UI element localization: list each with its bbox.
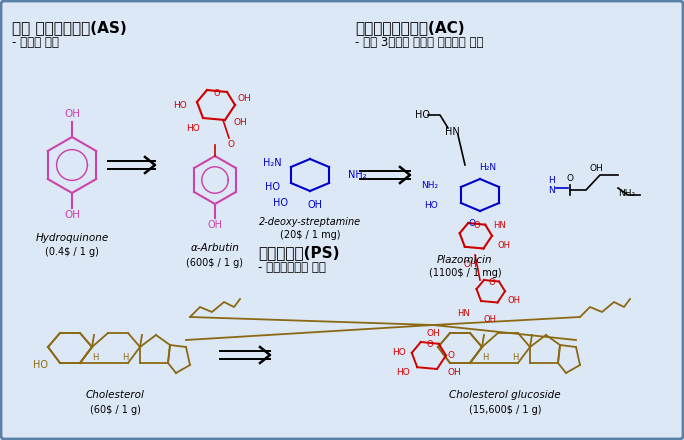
Text: H: H <box>92 352 98 362</box>
Text: H: H <box>482 352 488 362</box>
Text: - 건강기능식품 소재: - 건강기능식품 소재 <box>258 261 326 274</box>
Text: HN: HN <box>445 127 460 137</box>
Text: HN: HN <box>493 220 505 230</box>
Text: O: O <box>448 351 455 359</box>
Text: (1100$ / 1 mg): (1100$ / 1 mg) <box>429 268 501 278</box>
Text: NH₂: NH₂ <box>348 170 367 180</box>
Text: OH: OH <box>64 109 80 119</box>
Text: 2-deoxy-streptamine: 2-deoxy-streptamine <box>259 217 361 227</box>
Text: OH: OH <box>308 200 322 210</box>
Text: OH: OH <box>64 210 80 220</box>
Text: H: H <box>122 352 128 362</box>
Text: α-Arbutin: α-Arbutin <box>191 243 239 253</box>
Text: (0.4$ / 1 g): (0.4$ / 1 g) <box>45 247 99 257</box>
Text: OH: OH <box>426 329 440 338</box>
Text: HO: HO <box>186 124 200 132</box>
Text: OH: OH <box>448 367 462 377</box>
Text: HO: HO <box>173 100 187 110</box>
Text: HO: HO <box>272 198 287 208</box>
Text: Hydroquinone: Hydroquinone <box>36 233 109 243</box>
Text: - 화장품 소재: - 화장품 소재 <box>12 36 59 49</box>
Text: O: O <box>427 340 433 349</box>
Text: O: O <box>488 278 495 287</box>
Text: HO: HO <box>396 367 410 377</box>
Text: Cholesterol glucoside: Cholesterol glucoside <box>449 390 561 400</box>
Text: OH: OH <box>484 315 497 324</box>
Text: OH: OH <box>590 164 604 172</box>
Text: H: H <box>548 176 555 184</box>
Text: 아미노사이클리톨(AC): 아미노사이클리톨(AC) <box>355 20 464 35</box>
Text: HO: HO <box>424 201 438 209</box>
Text: O: O <box>566 173 573 183</box>
Text: O: O <box>213 88 220 98</box>
Text: (20$ / 1 mg): (20$ / 1 mg) <box>280 230 340 240</box>
Text: HO: HO <box>392 348 406 356</box>
Text: H₂N: H₂N <box>263 158 281 168</box>
Text: HO: HO <box>265 182 280 192</box>
Text: O: O <box>228 140 235 149</box>
Text: OH: OH <box>497 241 510 249</box>
Text: Cholesterol: Cholesterol <box>86 390 144 400</box>
Text: OH: OH <box>207 220 222 230</box>
Text: 단순 페놀릭화합물(AS): 단순 페놀릭화합물(AS) <box>12 20 127 35</box>
Text: (600$ / 1 g): (600$ / 1 g) <box>187 258 244 268</box>
Text: (60$ / 1 g): (60$ / 1 g) <box>90 405 140 415</box>
Text: - 임상 3상진입 항세균 신약후보 소재: - 임상 3상진입 항세균 신약후보 소재 <box>355 36 484 49</box>
Text: (15,600$ / 1 g): (15,600$ / 1 g) <box>469 405 541 415</box>
Text: NH₂: NH₂ <box>618 188 635 198</box>
Text: O: O <box>473 221 480 230</box>
Text: OH: OH <box>463 260 477 269</box>
Text: H: H <box>512 352 518 362</box>
Text: H₂N: H₂N <box>479 162 497 172</box>
Text: NH₂: NH₂ <box>421 180 438 190</box>
Text: O: O <box>469 219 475 227</box>
Text: OH: OH <box>233 117 247 127</box>
Text: 피토스테롤(PS): 피토스테롤(PS) <box>258 245 339 260</box>
Text: Plazomicin: Plazomicin <box>437 255 492 265</box>
Text: OH: OH <box>237 94 251 103</box>
Text: OH: OH <box>508 296 521 304</box>
Text: HO: HO <box>33 360 48 370</box>
Text: HO: HO <box>415 110 430 120</box>
Text: HN: HN <box>457 308 470 318</box>
Text: N: N <box>548 186 555 194</box>
